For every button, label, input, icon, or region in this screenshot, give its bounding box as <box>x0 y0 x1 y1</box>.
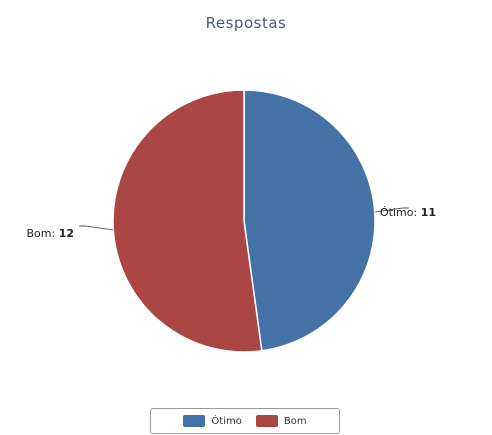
chart-title: Respostas <box>206 14 287 32</box>
data-label-bom-value: 12 <box>59 227 74 240</box>
legend-label-bom: Bom <box>283 415 307 427</box>
data-label-otimo-value: 11 <box>421 206 436 219</box>
data-label-otimo-name: Ótimo <box>380 206 414 219</box>
legend-label-otimo: Ótimo <box>211 415 242 427</box>
pie-slices <box>112 89 376 353</box>
pie-slice-otimo[interactable] <box>243 89 376 352</box>
leader-line-otimo <box>374 207 409 213</box>
legend-item-bom[interactable]: Bom <box>255 415 307 427</box>
legend-swatch-otimo <box>183 415 206 427</box>
data-label-bom: Bom: 12 <box>26 227 74 240</box>
legend-item-otimo[interactable]: Ótimo <box>183 415 242 427</box>
pie-slice-bom[interactable] <box>112 89 263 353</box>
legend-swatch-bom <box>255 415 278 427</box>
leader-line-bom <box>79 225 114 231</box>
data-label-bom-name: Bom <box>26 227 51 240</box>
chart-legend: Ótimo Bom <box>150 408 340 434</box>
pie-leader-lines <box>79 207 409 231</box>
data-label-otimo: Ótimo: 11 <box>380 206 436 219</box>
